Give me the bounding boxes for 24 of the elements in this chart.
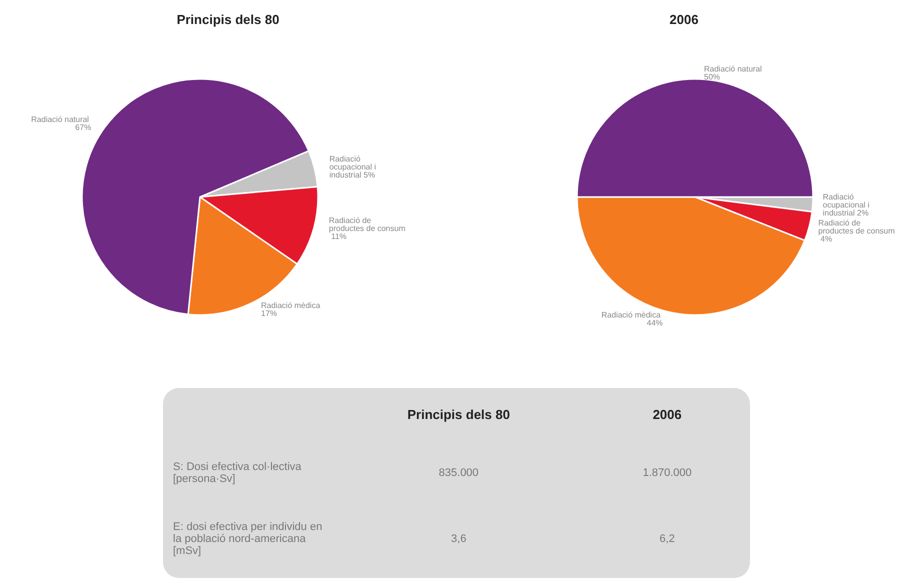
text: 3,6 xyxy=(451,533,466,545)
category-label: S: Dosi efectiva col·lectiva [persona·Sv] xyxy=(173,461,302,485)
category-label: E: dosi efectiva per individu en la població nord-americana [mSv] xyxy=(173,521,322,557)
slice-label: Radiació mèdica xyxy=(261,301,322,310)
category-label: Principis dels 80 xyxy=(406,406,511,424)
slice-label: Radiació de productes de consum xyxy=(818,218,896,236)
slice-label: Radiació de productes de consum xyxy=(328,216,406,234)
slice-label: Radiació ocupacional i industrial 5% xyxy=(329,154,378,180)
slice-label: Radiació mèdica xyxy=(601,310,663,320)
data-label: 17% xyxy=(261,309,278,318)
data-label: 44% xyxy=(646,318,663,328)
data-label: 11% xyxy=(328,232,347,242)
data-label: 4% xyxy=(818,234,832,244)
text: 835.000 xyxy=(438,467,479,479)
data-label: 50% xyxy=(704,72,720,82)
slice-label: Radiació natural xyxy=(704,64,764,74)
text: 1.870.000 xyxy=(642,467,692,479)
slice-label: Radiació ocupacional i industrial 2% xyxy=(822,192,872,218)
slice-label: Radiació natural xyxy=(31,114,92,124)
category-label: 2006 xyxy=(652,406,683,424)
chart-title: Principis dels 80 xyxy=(176,12,280,27)
text: 6,2 xyxy=(660,533,675,545)
data-label: 67% xyxy=(75,122,92,132)
chart-title: 2006 xyxy=(670,12,698,27)
